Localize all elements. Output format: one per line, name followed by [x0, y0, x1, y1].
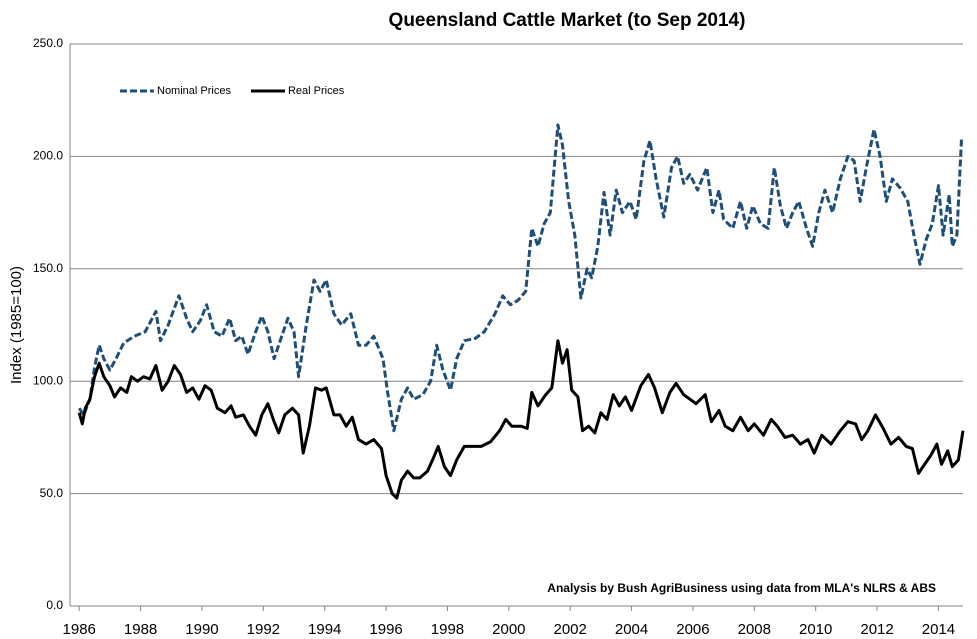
- annotation: Analysis by Bush AgriBusiness using data…: [547, 581, 936, 595]
- x-tick-label: 2010: [799, 621, 832, 638]
- x-tick-label: 2014: [922, 621, 955, 638]
- x-tick-label: 1998: [431, 621, 464, 638]
- x-tick-label: 2000: [492, 621, 525, 638]
- y-tick-label: 100.0: [33, 373, 63, 387]
- x-tick-label: 1996: [369, 621, 402, 638]
- x-tick-label: 2012: [860, 621, 893, 638]
- x-tick-label: 1990: [185, 621, 218, 638]
- x-tick-label: 2006: [676, 621, 709, 638]
- y-axis-label: Index (1985=100): [8, 266, 25, 384]
- y-tick-label: 0.0: [46, 598, 63, 612]
- legend-label: Real Prices: [288, 85, 345, 97]
- series-line: [77, 339, 965, 500]
- y-tick-label: 250.0: [33, 36, 63, 50]
- x-tick-label: 2004: [615, 621, 648, 638]
- x-tick-label: 2008: [738, 621, 771, 638]
- x-tick-label: 1994: [308, 621, 341, 638]
- x-tick-label: 2002: [554, 621, 587, 638]
- legend-label: Nominal Prices: [157, 85, 231, 97]
- x-tick-label: 1986: [63, 621, 96, 638]
- series-line: [77, 123, 963, 433]
- y-tick-label: 50.0: [40, 486, 64, 500]
- y-tick-label: 150.0: [33, 261, 63, 275]
- chart-title: Queensland Cattle Market (to Sep 2014): [389, 10, 746, 31]
- y-tick-label: 200.0: [33, 149, 63, 163]
- x-tick-label: 1992: [247, 621, 280, 638]
- x-tick-label: 1988: [124, 621, 157, 638]
